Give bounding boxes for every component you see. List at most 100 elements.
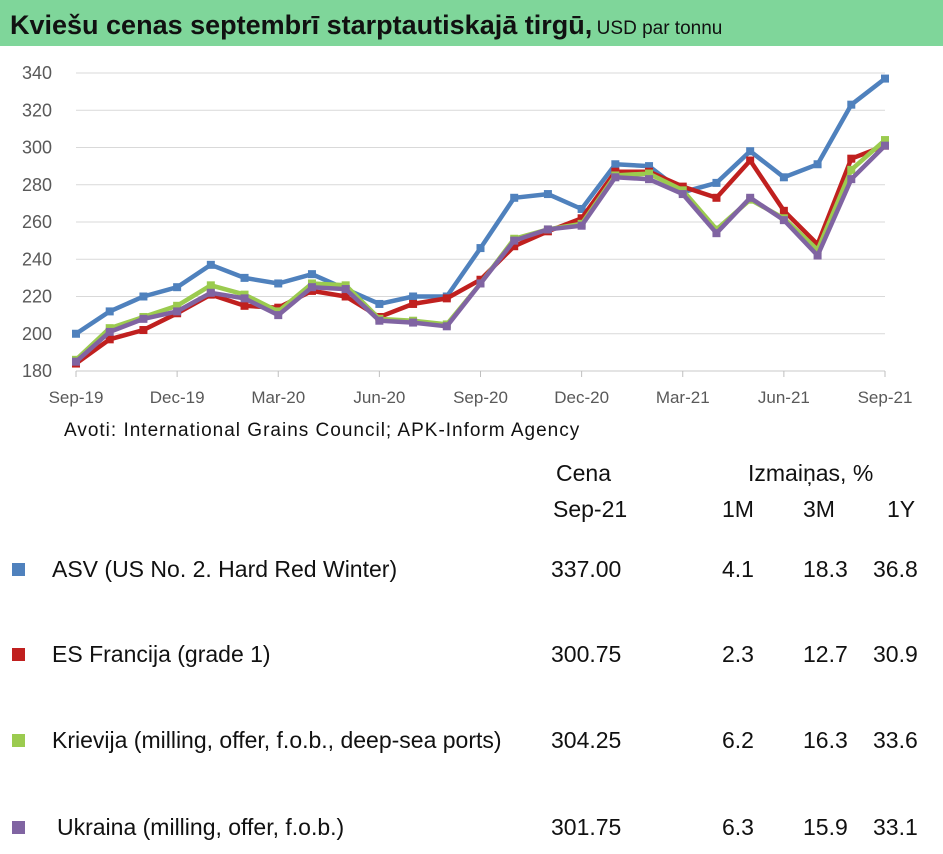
legend-swatch xyxy=(12,563,25,576)
data-point xyxy=(72,357,80,366)
row-price: 337.00 xyxy=(551,556,622,582)
title-bar: Kviešu cenas septembrī starptautiskajā t… xyxy=(0,0,943,46)
row-3m: 12.7 xyxy=(803,641,848,667)
row-name: ES Francija (grade 1) xyxy=(52,641,271,667)
data-point xyxy=(139,292,148,301)
row-1m: 6.3 xyxy=(722,814,754,840)
line-chart: 180 200 220 240 260 280 300 320 340 Sep-19 Dec-19 M… xyxy=(22,63,913,407)
data-point xyxy=(442,294,451,303)
y-tick-label: 180 xyxy=(22,361,52,381)
x-tick-label: Sep-19 xyxy=(49,388,104,407)
y-tick-label: 240 xyxy=(22,249,52,269)
data-point xyxy=(847,165,856,174)
data-point xyxy=(645,162,654,171)
col-1y-header: 1Y xyxy=(887,496,916,522)
data-point xyxy=(510,236,519,245)
data-point xyxy=(72,329,80,338)
chart-title: Kviešu cenas septembrī starptautiskajā t… xyxy=(10,10,593,40)
price-header: Cena xyxy=(556,460,611,486)
data-point xyxy=(274,311,283,320)
data-point xyxy=(341,285,350,294)
data-point xyxy=(105,307,114,316)
data-point xyxy=(779,206,788,215)
x-tick-label: Jun-21 xyxy=(758,388,810,407)
row-name: Ukraina (milling, offer, f.o.b.) xyxy=(57,814,345,840)
row-3m: 16.3 xyxy=(803,727,848,753)
legend-swatch xyxy=(12,734,25,747)
y-tick-label: 280 xyxy=(22,175,52,195)
legend-swatch xyxy=(12,648,25,661)
data-point xyxy=(712,178,721,187)
legend-swatch xyxy=(12,821,25,834)
data-point xyxy=(712,193,721,202)
data-point xyxy=(645,169,654,178)
data-point xyxy=(611,160,620,169)
row-price: 300.75 xyxy=(551,641,622,667)
data-point xyxy=(173,283,182,292)
data-point xyxy=(409,318,418,327)
data-point xyxy=(847,100,856,109)
data-point xyxy=(476,279,485,288)
data-point xyxy=(881,141,889,150)
col-3m-header: 3M xyxy=(803,496,835,522)
data-point xyxy=(510,193,519,202)
row-1y: 33.6 xyxy=(873,727,918,753)
row-1m: 4.1 xyxy=(722,556,754,582)
x-tick-label: Sep-21 xyxy=(858,388,913,407)
data-point xyxy=(307,283,316,292)
data-point xyxy=(746,193,755,202)
row-1y: 36.8 xyxy=(873,556,918,582)
y-tick-label: 300 xyxy=(22,138,52,158)
data-point xyxy=(206,288,215,297)
data-point xyxy=(375,316,384,325)
row-1m: 2.3 xyxy=(722,641,754,667)
data-point xyxy=(173,307,182,316)
row-name: ASV (US No. 2. Hard Red Winter) xyxy=(52,556,398,582)
data-point xyxy=(543,190,552,199)
data-point xyxy=(847,154,856,163)
data-point xyxy=(611,173,620,182)
row-price: 304.25 xyxy=(551,727,622,753)
data-point xyxy=(746,156,755,165)
row-1m: 6.2 xyxy=(722,727,754,753)
data-point xyxy=(341,292,350,301)
price-subheader: Sep-21 xyxy=(553,496,628,522)
data-point xyxy=(847,175,856,184)
data-point xyxy=(577,204,586,213)
data-point xyxy=(813,160,822,169)
data-point xyxy=(881,136,889,145)
row-3m: 18.3 xyxy=(803,556,848,582)
row-3m: 15.9 xyxy=(803,814,848,840)
data-point xyxy=(645,175,654,184)
y-tick-label: 260 xyxy=(22,212,52,232)
data-point xyxy=(813,245,822,254)
data-point xyxy=(307,270,316,279)
data-point xyxy=(240,301,249,310)
data-point xyxy=(139,314,148,323)
x-tick-label: Mar-21 xyxy=(656,388,710,407)
data-point xyxy=(240,273,249,282)
unit-label: USD par tonnu xyxy=(596,18,723,39)
data-point xyxy=(813,251,822,260)
data-point xyxy=(712,229,721,238)
row-1y: 33.1 xyxy=(873,814,918,840)
col-1m-header: 1M xyxy=(722,496,754,522)
data-point xyxy=(409,292,418,301)
data-point xyxy=(206,260,215,269)
data-point xyxy=(442,322,451,331)
y-tick-label: 340 xyxy=(22,63,52,83)
data-point xyxy=(206,281,215,290)
change-header: Izmaiņas, % xyxy=(748,460,874,486)
x-tick-label: Jun-20 xyxy=(353,388,405,407)
x-tick-label: Mar-20 xyxy=(251,388,305,407)
data-point xyxy=(409,299,418,308)
row-price: 301.75 xyxy=(551,814,622,840)
data-point xyxy=(746,147,755,156)
y-tick-label: 220 xyxy=(22,287,52,307)
y-tick-label: 200 xyxy=(22,324,52,344)
data-point xyxy=(139,326,148,335)
data-point xyxy=(543,225,552,234)
data-point xyxy=(375,299,384,308)
data-point xyxy=(881,74,889,83)
series-line xyxy=(73,143,888,366)
